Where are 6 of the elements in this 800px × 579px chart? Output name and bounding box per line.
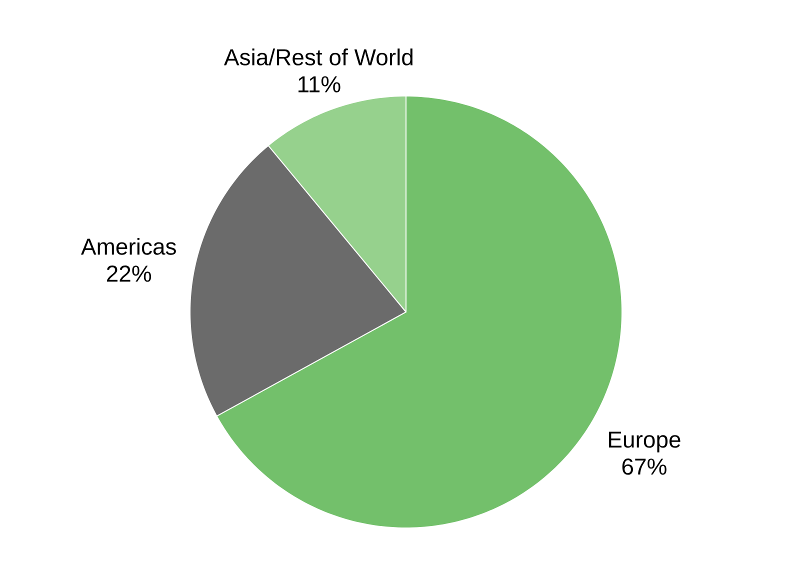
- slice-label: Europe: [609, 432, 680, 452]
- data-label: 22%: [106, 266, 152, 282]
- slice-label: Americas: [80, 238, 176, 255]
- slice-label: Asia/Rest of World: [224, 48, 412, 66]
- data-label: 11%: [298, 76, 340, 92]
- data-label: 67%: [622, 458, 666, 475]
